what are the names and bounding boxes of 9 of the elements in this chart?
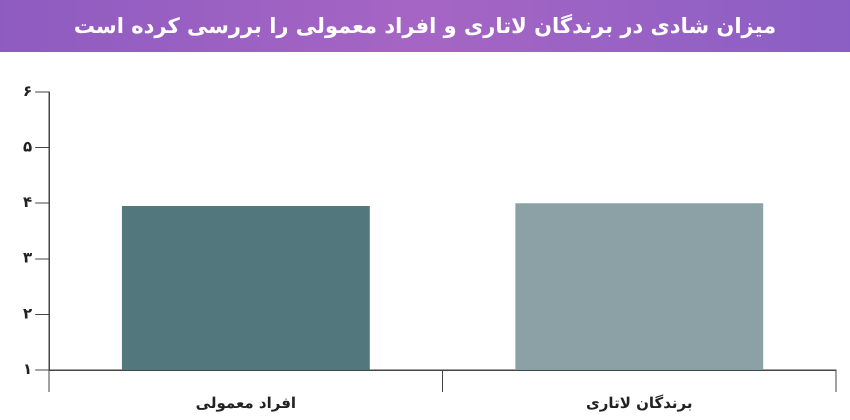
y-tick-label: ۶ (23, 82, 32, 100)
x-tick-label: برندگان لاتاری (586, 394, 693, 412)
x-tick-label: افراد معمولی (196, 394, 296, 412)
y-tick-label: ۵ (23, 137, 32, 156)
y-tick-label: ۲ (23, 304, 32, 322)
y-tick-label: ۳ (23, 248, 32, 267)
chart-title: میزان شادی در برندگان لاتاری و افراد معمولی را بررسی کرده است (0, 0, 850, 52)
y-tick-label: ۱ (23, 360, 32, 378)
y-tick-label: ۴ (23, 193, 32, 212)
